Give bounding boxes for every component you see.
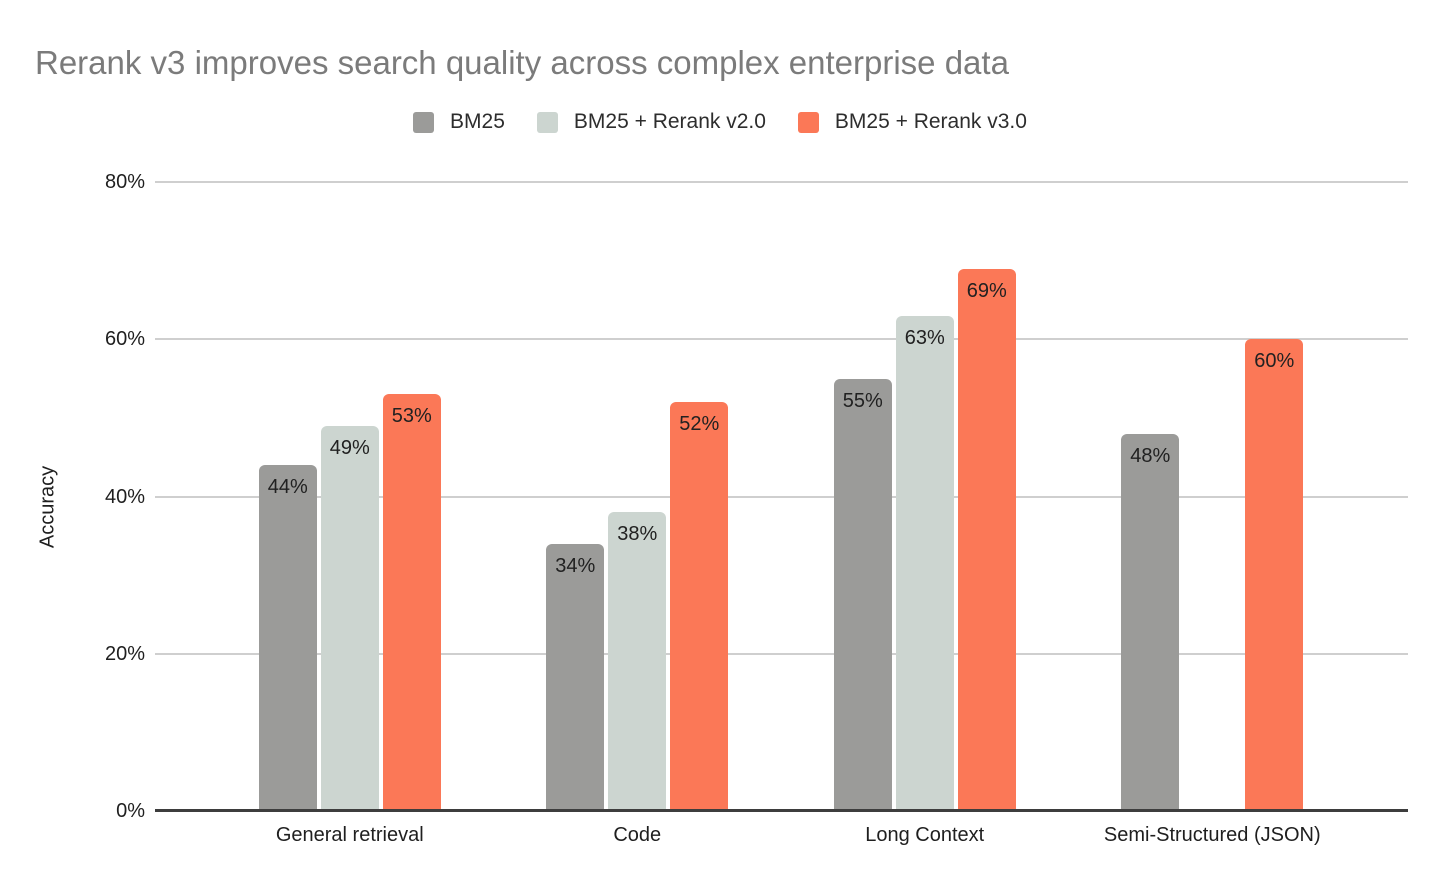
legend-label: BM25 + Rerank v3.0 bbox=[834, 110, 1027, 133]
bar-value-label: 69% bbox=[966, 279, 1007, 302]
legend-swatch bbox=[536, 111, 558, 133]
x-axis-category-labels: General retrieval Code Long Context Semi-St… bbox=[206, 824, 1356, 847]
bar: 52% bbox=[670, 402, 729, 811]
bar-value-label: 55% bbox=[842, 389, 883, 412]
bar: 55% bbox=[833, 378, 892, 811]
y-tick-label: 20% bbox=[104, 642, 145, 665]
bar-group: 55% 63% 69% bbox=[781, 182, 1069, 811]
legend-label: BM25 bbox=[450, 110, 505, 133]
gridline bbox=[155, 652, 1408, 655]
legend-swatch bbox=[797, 111, 819, 133]
bar-group: 44% 49% 53% bbox=[206, 182, 494, 811]
bar: 44% bbox=[258, 465, 317, 811]
bar-value-label: 52% bbox=[679, 413, 720, 436]
plot-area: 44% 49% 53% 34% 38% 52% 55% 63% 69% 48% 60% bbox=[155, 181, 1408, 812]
y-tick-label: 0% bbox=[116, 800, 145, 822]
gridline bbox=[155, 338, 1408, 341]
bar: 34% bbox=[546, 543, 605, 811]
bar-value-label: 49% bbox=[329, 436, 370, 459]
y-tick-label: 60% bbox=[104, 328, 145, 351]
x-category-label: Semi-Structured (JSON) bbox=[1103, 824, 1321, 846]
bar: 48% bbox=[1121, 433, 1180, 811]
gridline bbox=[155, 495, 1408, 498]
x-axis-baseline bbox=[155, 809, 1408, 812]
bar: 60% bbox=[1245, 339, 1304, 811]
bar-value-label: 34% bbox=[555, 554, 596, 577]
bar-groups: 44% 49% 53% 34% 38% 52% 55% 63% 69% 48% 60% bbox=[206, 182, 1356, 811]
bar-value-label: 38% bbox=[617, 523, 658, 546]
bar-value-label: 48% bbox=[1130, 444, 1171, 467]
legend-swatch bbox=[413, 111, 435, 133]
legend-label: BM25 + Rerank v2.0 bbox=[573, 110, 766, 133]
y-tick-label: 80% bbox=[104, 171, 145, 193]
bar-value-label: 44% bbox=[267, 476, 308, 499]
bar: 38% bbox=[608, 512, 667, 811]
x-category-label: Code bbox=[613, 824, 662, 846]
bar: 63% bbox=[895, 315, 954, 811]
bar: 69% bbox=[957, 268, 1016, 811]
x-category-label: Long Context bbox=[865, 824, 985, 846]
bar-group: 48% 60% bbox=[1069, 182, 1357, 811]
legend-item: BM25 + Rerank v3.0 bbox=[797, 110, 1027, 134]
bar-value-label: 63% bbox=[904, 326, 945, 349]
legend-item: BM25 + Rerank v2.0 bbox=[536, 110, 766, 134]
chart-title: Rerank v3 improves search quality across… bbox=[35, 44, 1009, 81]
bar-value-label: 60% bbox=[1254, 350, 1295, 373]
x-category-label: General retrieval bbox=[275, 824, 424, 846]
legend-item: BM25 bbox=[413, 110, 505, 134]
gridline bbox=[155, 181, 1408, 183]
bar-value-label: 53% bbox=[391, 405, 432, 428]
bar-group: 34% 38% 52% bbox=[494, 182, 782, 811]
bar: 53% bbox=[382, 394, 441, 811]
bar: 49% bbox=[320, 425, 379, 811]
chart-legend: BM25 BM25 + Rerank v2.0 BM25 + Rerank v3.0 bbox=[0, 110, 1440, 134]
y-tick-label: 40% bbox=[104, 485, 145, 508]
